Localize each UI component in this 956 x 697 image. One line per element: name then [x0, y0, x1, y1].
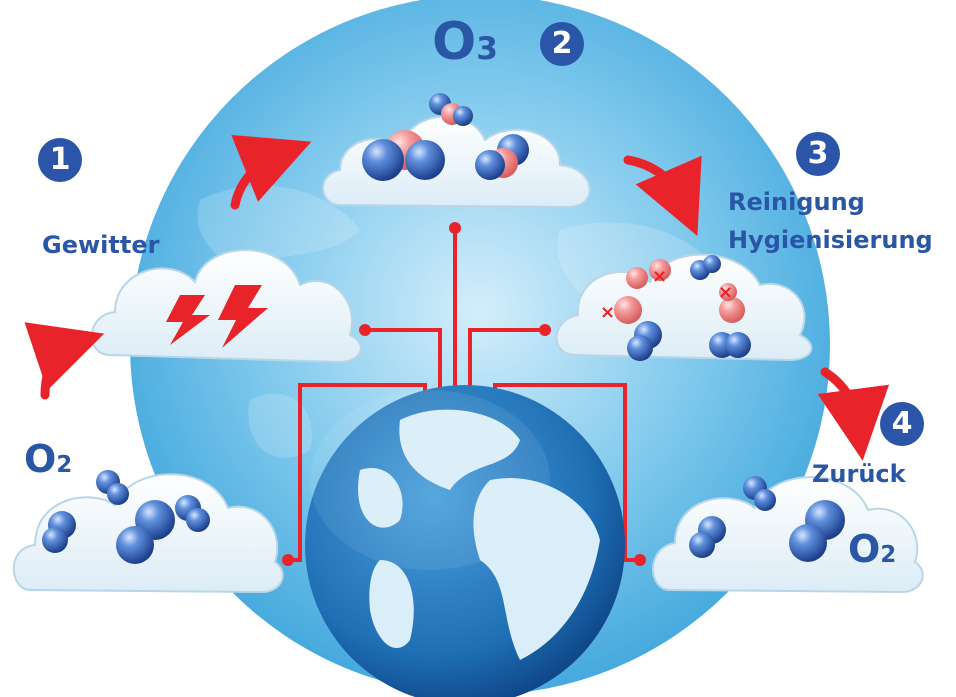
- lightning-icon: [166, 285, 268, 348]
- molecule-icon: [362, 93, 529, 181]
- step-4-badge: 4: [880, 402, 924, 446]
- svg-text:×: ×: [600, 302, 615, 323]
- bacteria-icon: × × ×: [600, 255, 751, 361]
- step-1-badge: 1: [38, 138, 82, 182]
- label-reinigung: Reinigung: [728, 188, 865, 216]
- step-3-badge: 3: [796, 132, 840, 176]
- label-zurueck: Zurück: [812, 460, 906, 488]
- svg-text:×: ×: [652, 266, 667, 287]
- formula-o2-right: O2: [848, 527, 897, 571]
- label-gewitter: Gewitter: [42, 231, 160, 259]
- step-2-badge: 2: [540, 22, 584, 66]
- formula-o2-left: O2: [24, 437, 73, 481]
- o2-molecules-left: [42, 470, 210, 564]
- cloud-clean: [555, 253, 813, 362]
- label-hygienisierung: Hygienisierung: [728, 226, 933, 254]
- o2-molecules-right: [689, 476, 845, 562]
- curved-arrow-icon: [24, 134, 890, 461]
- svg-text:×: ×: [718, 282, 733, 303]
- cloud-o2-right: [652, 476, 924, 594]
- globe-icon: [305, 385, 625, 697]
- formula-o3: O3: [432, 12, 498, 72]
- connector-dots: [282, 222, 646, 566]
